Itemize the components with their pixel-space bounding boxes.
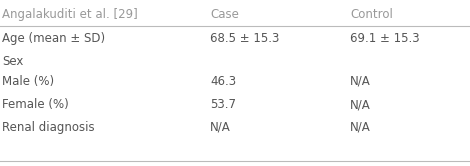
Text: N/A: N/A bbox=[350, 75, 371, 88]
Text: N/A: N/A bbox=[350, 121, 371, 134]
Text: Angalakuditi et al. [29]: Angalakuditi et al. [29] bbox=[2, 8, 138, 21]
Text: Case: Case bbox=[210, 8, 239, 21]
Text: Sex: Sex bbox=[2, 55, 24, 68]
Text: Female (%): Female (%) bbox=[2, 98, 69, 111]
Text: N/A: N/A bbox=[350, 98, 371, 111]
Text: Control: Control bbox=[350, 8, 393, 21]
Text: 68.5 ± 15.3: 68.5 ± 15.3 bbox=[210, 32, 279, 45]
Text: N/A: N/A bbox=[210, 121, 231, 134]
Text: Renal diagnosis: Renal diagnosis bbox=[2, 121, 94, 134]
Text: 69.1 ± 15.3: 69.1 ± 15.3 bbox=[350, 32, 420, 45]
Text: Male (%): Male (%) bbox=[2, 75, 54, 88]
Text: Age (mean ± SD): Age (mean ± SD) bbox=[2, 32, 105, 45]
Text: 53.7: 53.7 bbox=[210, 98, 236, 111]
Text: 46.3: 46.3 bbox=[210, 75, 236, 88]
